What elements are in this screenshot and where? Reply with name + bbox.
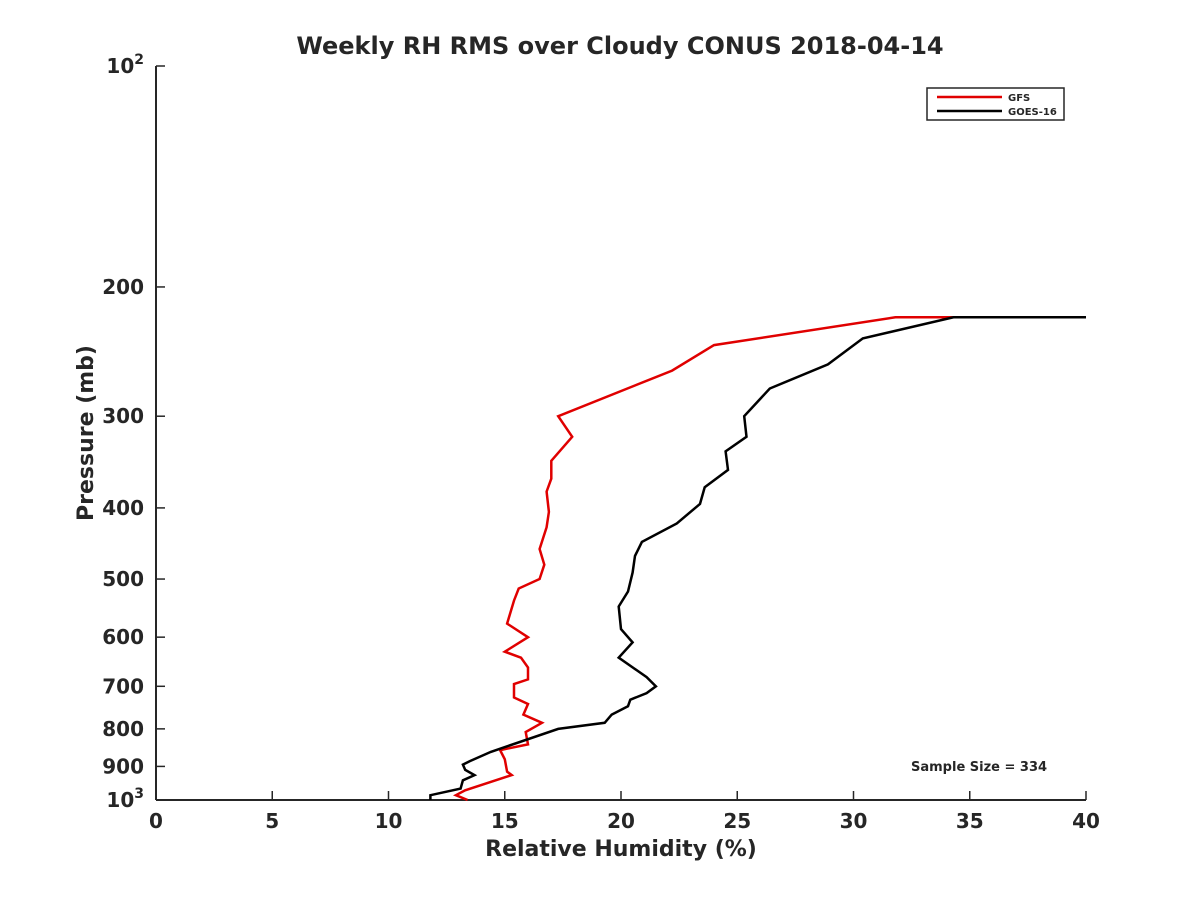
y-tick-label: 400	[102, 496, 144, 520]
y-tick-label: 200	[102, 275, 144, 299]
y-axis-label: Pressure (mb)	[74, 345, 99, 521]
x-tick-label: 10	[375, 809, 403, 833]
x-tick-label: 35	[956, 809, 984, 833]
x-tick-label: 30	[840, 809, 868, 833]
x-ticks: 0 5 10 15 20 25 30 35 40	[149, 791, 1100, 833]
x-tick-label: 20	[607, 809, 635, 833]
x-tick-label: 0	[149, 809, 163, 833]
y-tick-label: 700	[102, 674, 144, 698]
series-group	[429, 316, 1086, 802]
series-line-gfs	[452, 316, 954, 802]
y-tick-label: 900	[102, 754, 144, 778]
legend-label-gfs: GFS	[1008, 93, 1030, 104]
x-tick-label: 15	[491, 809, 519, 833]
y-tick-label: 500	[102, 567, 144, 591]
chart-title: Weekly RH RMS over Cloudy CONUS 2018-04-…	[296, 32, 943, 60]
legend-label-goes-16: GOES-16	[1008, 107, 1057, 118]
x-tick-label: 40	[1072, 809, 1100, 833]
y-tick-label: 103	[106, 786, 144, 812]
x-tick-label: 5	[265, 809, 279, 833]
sample-size-annotation: Sample Size = 334	[911, 760, 1047, 775]
y-tick-label: 102	[106, 52, 144, 78]
y-ticks: 102 200 300 400 500 600 700 800 900 103	[102, 52, 165, 812]
y-tick-label: 300	[102, 404, 144, 428]
plot-axes	[155, 66, 1086, 801]
x-axis-label: Relative Humidity (%)	[485, 837, 757, 862]
legend-box	[926, 87, 1065, 121]
legend: GFS GOES-16	[926, 87, 1065, 121]
y-tick-label: 800	[102, 717, 144, 741]
series-line-goes-16	[429, 316, 1086, 800]
y-tick-label: 600	[102, 625, 144, 649]
x-tick-label: 25	[723, 809, 751, 833]
